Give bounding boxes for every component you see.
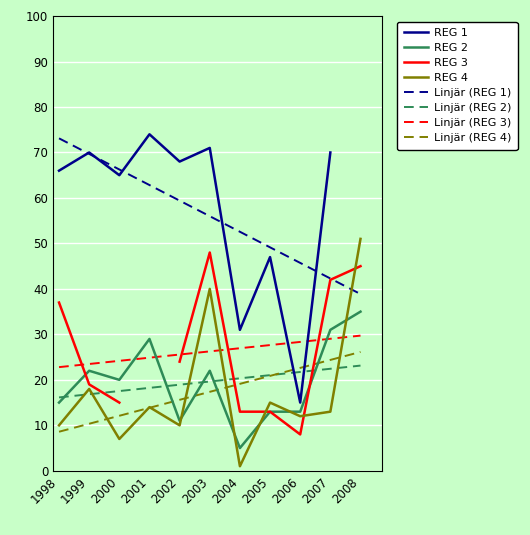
Legend: REG 1, REG 2, REG 3, REG 4, Linjär (REG 1), Linjär (REG 2), Linjär (REG 3), Linj: REG 1, REG 2, REG 3, REG 4, Linjär (REG … [397, 21, 518, 150]
